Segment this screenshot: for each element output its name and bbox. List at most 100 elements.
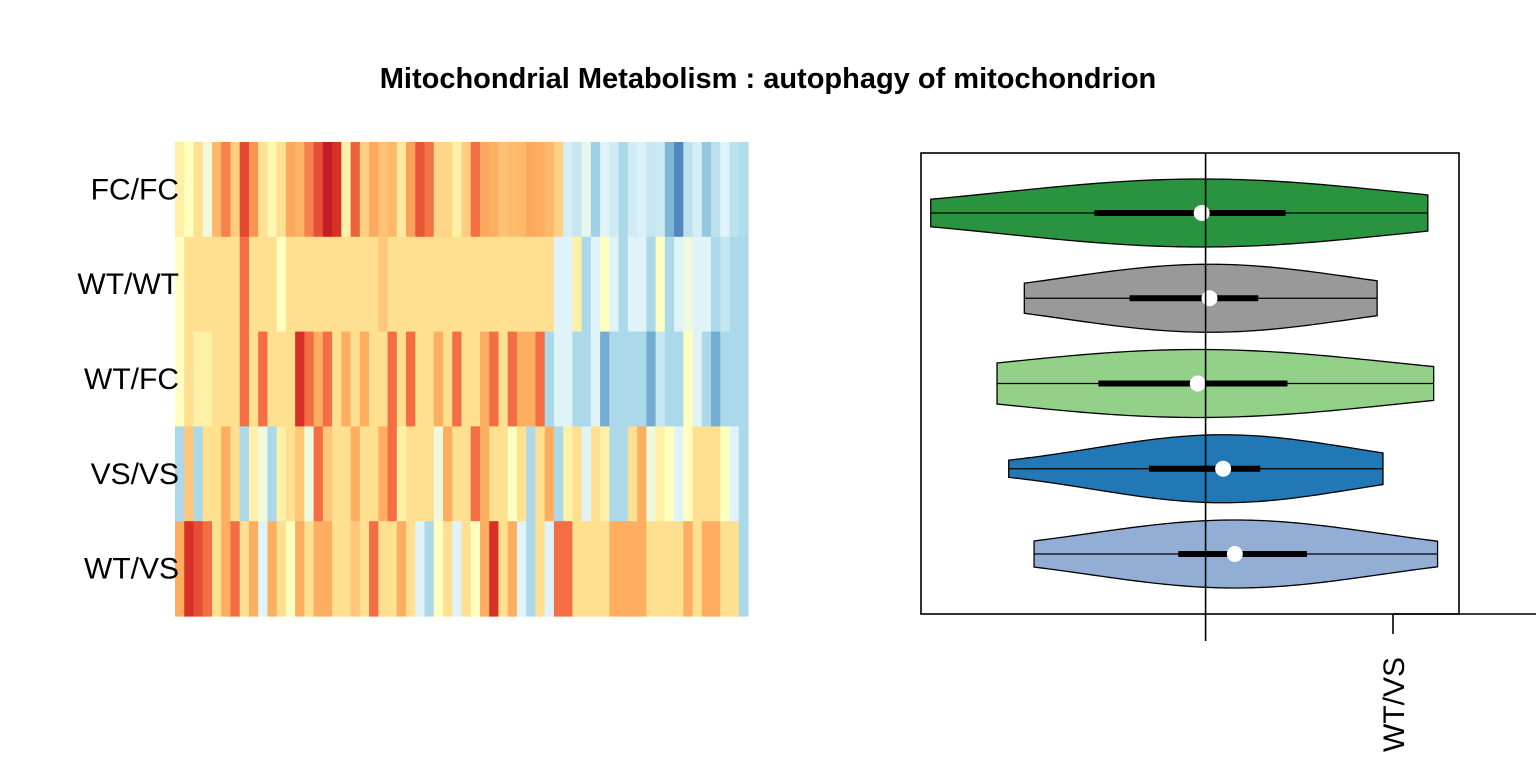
heatmap-cell xyxy=(563,426,573,522)
heatmap-cell xyxy=(507,331,518,427)
heatmap-cell xyxy=(646,236,657,333)
heatmap-cell xyxy=(387,236,398,333)
heatmap-cell xyxy=(341,142,352,238)
heatmap-cell xyxy=(544,236,555,333)
heatmap-cell xyxy=(406,331,416,427)
violin-median-point xyxy=(1215,460,1232,477)
heatmap-cell xyxy=(526,142,537,238)
heatmap-cell xyxy=(313,521,324,617)
violin-median-point xyxy=(1201,290,1218,307)
heatmap-cell xyxy=(526,236,537,333)
heatmap-cell xyxy=(341,236,352,333)
heatmap-cell xyxy=(313,236,324,333)
heatmap-cell xyxy=(646,521,657,617)
heatmap-cell xyxy=(369,142,379,238)
heatmap-cell xyxy=(507,236,518,333)
heatmap-cell xyxy=(433,426,444,522)
heatmap-cell xyxy=(581,426,592,522)
heatmap-cell xyxy=(711,331,721,427)
heatmap-cell xyxy=(443,521,453,617)
heatmap-cell xyxy=(184,426,195,522)
heatmap-cell xyxy=(683,331,694,427)
heatmap-cell xyxy=(295,236,305,333)
violin-median-point xyxy=(1226,546,1243,562)
heatmap-cell xyxy=(581,236,592,333)
heatmap-cell xyxy=(202,142,213,238)
heatmap-cell xyxy=(415,142,426,238)
heatmap-cell xyxy=(646,426,657,522)
heatmap-cell xyxy=(267,426,278,522)
heatmap-cell xyxy=(184,521,195,617)
heatmap-cell xyxy=(239,236,250,333)
heatmap-cell xyxy=(202,236,213,333)
heatmap-cell xyxy=(304,142,315,238)
heatmap-cell xyxy=(239,142,250,238)
heatmap-cell xyxy=(202,521,213,617)
heatmap-cell xyxy=(396,142,407,238)
heatmap-cell xyxy=(729,426,740,522)
heatmap-cell xyxy=(184,331,195,427)
heatmap-cell xyxy=(230,331,241,427)
heatmap-cell xyxy=(526,426,537,522)
heatmap-cell xyxy=(674,426,684,522)
heatmap-cell xyxy=(692,236,703,333)
heatmap-cell xyxy=(720,142,731,238)
heatmap-cell xyxy=(415,426,426,522)
heatmap-cell xyxy=(618,236,629,333)
heatmap-cell xyxy=(350,331,361,427)
heatmap-cell xyxy=(692,142,703,238)
heatmap-cell xyxy=(701,521,712,617)
heatmap-cell xyxy=(248,331,259,427)
heatmap-cell xyxy=(738,521,749,617)
heatmap-cell xyxy=(637,142,647,238)
heatmap-cell xyxy=(637,331,647,427)
heatmap-cell xyxy=(609,142,620,238)
heatmap-cell xyxy=(406,426,416,522)
heatmap-cell xyxy=(535,426,546,522)
heatmap-cell xyxy=(221,331,232,427)
heatmap-cell xyxy=(535,236,546,333)
heatmap-cell xyxy=(175,142,185,238)
heatmap-cell xyxy=(396,426,407,522)
heatmap-cell xyxy=(396,236,407,333)
heatmap-cell xyxy=(674,331,684,427)
heatmap-cell xyxy=(378,236,389,333)
heatmap-cell xyxy=(258,426,269,522)
heatmap-cell xyxy=(452,426,463,522)
heatmap-cell xyxy=(489,521,500,617)
heatmap-cell xyxy=(683,521,694,617)
heatmap-cell xyxy=(618,426,629,522)
heatmap-cell xyxy=(470,236,481,333)
heatmap-cell xyxy=(415,331,426,427)
heatmap-cell xyxy=(359,521,370,617)
heatmap-cell xyxy=(322,426,333,522)
heatmap-cell xyxy=(350,236,361,333)
heatmap-cell xyxy=(248,236,259,333)
heatmap-cell xyxy=(544,521,555,617)
heatmap-cell xyxy=(285,521,296,617)
heatmap-cell xyxy=(637,236,647,333)
heatmap-cell xyxy=(332,426,342,522)
heatmap-cell xyxy=(258,236,269,333)
plot-frame xyxy=(920,152,1460,615)
heatmap-cell xyxy=(720,331,731,427)
heatmap-cell xyxy=(248,426,259,522)
heatmap-cell xyxy=(387,521,398,617)
heatmap-cell xyxy=(461,236,472,333)
heatmap-cell xyxy=(378,521,389,617)
heatmap-cell xyxy=(313,142,324,238)
heatmap-cell xyxy=(655,331,666,427)
heatmap-cell xyxy=(609,331,620,427)
heatmap-cell xyxy=(720,521,731,617)
heatmap-cell xyxy=(313,331,324,427)
heatmap-cell xyxy=(304,521,315,617)
heatmap-cell xyxy=(692,426,703,522)
heatmap-cell xyxy=(295,142,305,238)
heatmap-cell xyxy=(535,331,546,427)
heatmap-cell xyxy=(729,236,740,333)
heatmap-cell xyxy=(553,331,564,427)
heatmap-cell xyxy=(304,331,315,427)
heatmap-cell xyxy=(544,331,555,427)
heatmap-cell xyxy=(655,426,666,522)
heatmap-cell xyxy=(498,331,509,427)
